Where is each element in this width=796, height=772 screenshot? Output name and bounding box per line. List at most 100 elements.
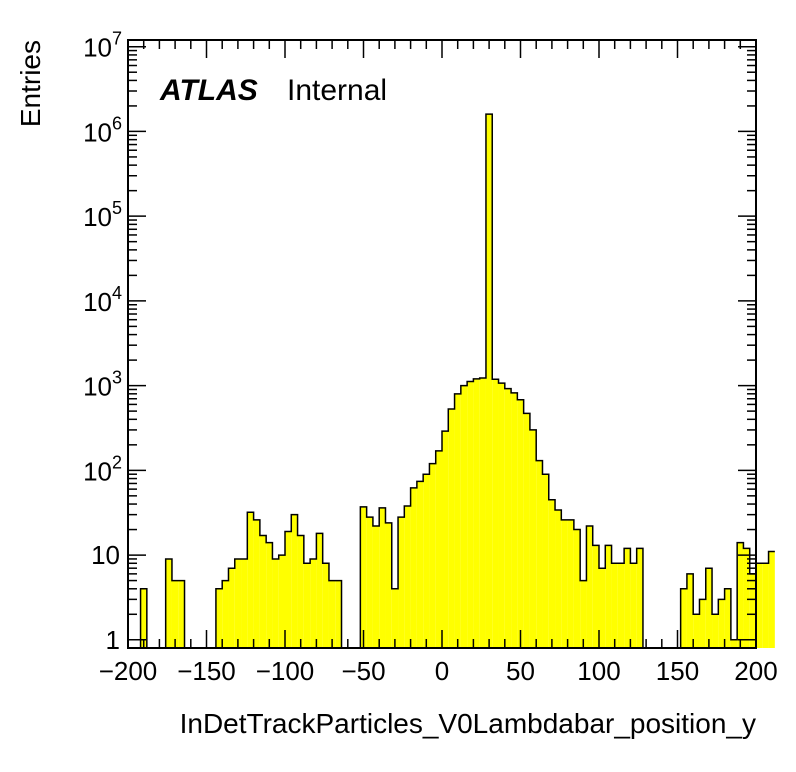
y-axis-title: Entries [15, 40, 46, 127]
x-axis-title: InDetTrackParticles_V0Lambdabar_position… [180, 708, 756, 739]
histogram-bin [266, 542, 273, 648]
x-tick-label: 200 [734, 656, 777, 686]
histogram-bin [712, 614, 719, 648]
histogram-bin [328, 580, 336, 648]
internal-label: Internal [287, 74, 387, 107]
histogram-bin [693, 614, 700, 648]
histogram-bin [423, 474, 430, 648]
histogram-bin [599, 568, 606, 648]
histogram-bin [303, 563, 311, 648]
histogram-bin [586, 526, 593, 648]
histogram-bin [222, 580, 229, 648]
histogram-bin [410, 487, 417, 648]
x-tick-label: 0 [435, 656, 449, 686]
x-tick-labels: −200 −150 −100 −50 0 50 100 150 200 [99, 656, 778, 686]
histogram-bin [316, 533, 323, 648]
histogram-bin [479, 377, 486, 648]
tick-marks [127, 40, 757, 648]
histogram-bin [580, 580, 587, 648]
y-tick-label: 104 [83, 283, 122, 317]
histogram-bin [567, 519, 574, 648]
histogram-bin [398, 517, 405, 648]
histogram-bin [272, 558, 279, 648]
y-tick-label: 103 [83, 368, 122, 402]
histogram-bin [485, 114, 493, 648]
histogram-bin [291, 514, 298, 648]
histogram-bin [517, 399, 524, 648]
histogram-bin [536, 460, 543, 648]
x-tick-label: 150 [656, 656, 699, 686]
histogram-bin [391, 588, 399, 648]
y-tick-label: 107 [83, 29, 122, 63]
histogram-bin [366, 517, 373, 648]
histogram-bin [435, 450, 442, 648]
x-tick-label: −50 [341, 656, 385, 686]
histogram-bin [429, 463, 436, 648]
histogram-bin [297, 535, 304, 648]
histogram-bin [442, 431, 449, 648]
histogram-bin [253, 519, 260, 648]
histogram-bin [555, 510, 562, 648]
histogram-bin [385, 522, 392, 648]
histogram-bars [128, 113, 775, 649]
histogram-bin [636, 548, 643, 648]
histogram-bin [768, 551, 775, 648]
x-tick-label: −100 [256, 656, 315, 686]
histogram-bin [322, 563, 329, 648]
y-tick-label: 1 [106, 625, 120, 655]
histogram-bin [730, 639, 738, 648]
y-tick-label: 105 [83, 198, 122, 232]
x-tick-label: −150 [177, 656, 236, 686]
y-tick-label: 106 [83, 113, 122, 147]
histogram-bin [247, 512, 254, 648]
histogram-bin [737, 542, 744, 648]
histogram-bin [592, 545, 599, 648]
histogram-bin [278, 555, 285, 648]
histogram-bin [617, 563, 625, 648]
histogram-bin [215, 588, 223, 648]
histogram-bin [467, 381, 474, 648]
histogram-bin [743, 548, 750, 648]
histogram-bin [178, 580, 185, 648]
histogram-bin [611, 563, 618, 648]
histogram-bin [448, 408, 455, 648]
histogram-bin [416, 481, 424, 648]
histogram-bin [228, 568, 235, 648]
histogram-bin [705, 568, 713, 648]
histogram-bin [561, 519, 568, 648]
histogram-bin [756, 563, 763, 648]
histogram-bin [523, 413, 530, 648]
histogram-bin [511, 392, 518, 648]
histogram-bin [749, 573, 756, 648]
histogram-bin [259, 535, 267, 648]
histogram-bin [454, 393, 461, 648]
atlas-label: ATLAS [159, 74, 258, 107]
y-tick-label: 102 [83, 452, 122, 486]
histogram-bin [573, 529, 581, 648]
x-tick-label: 50 [506, 656, 535, 686]
x-tick-label: −200 [99, 656, 158, 686]
histogram-bin [165, 558, 172, 648]
histogram-bin [605, 545, 612, 648]
histogram-bin [498, 383, 505, 648]
histogram-bin [624, 548, 631, 648]
histogram-bin [473, 378, 480, 648]
histogram-bin [548, 499, 556, 648]
histogram-bin [234, 558, 242, 648]
y-tick-labels: 1 10 102 103 104 105 106 107 [83, 29, 122, 655]
histogram-bin [241, 558, 248, 648]
histogram-bin [285, 531, 292, 648]
histogram-bin [630, 563, 637, 648]
histogram-bin [680, 588, 687, 648]
histogram-bin [718, 599, 725, 648]
histogram-bin [335, 580, 342, 648]
histogram-bin [724, 588, 731, 648]
histogram-bin [372, 526, 380, 648]
histogram-bin [699, 599, 706, 648]
y-tick-label: 10 [91, 540, 120, 570]
histogram-bin [492, 379, 499, 648]
histogram-bin [504, 388, 512, 648]
histogram-bin [404, 505, 411, 648]
histogram-bin [529, 429, 537, 648]
